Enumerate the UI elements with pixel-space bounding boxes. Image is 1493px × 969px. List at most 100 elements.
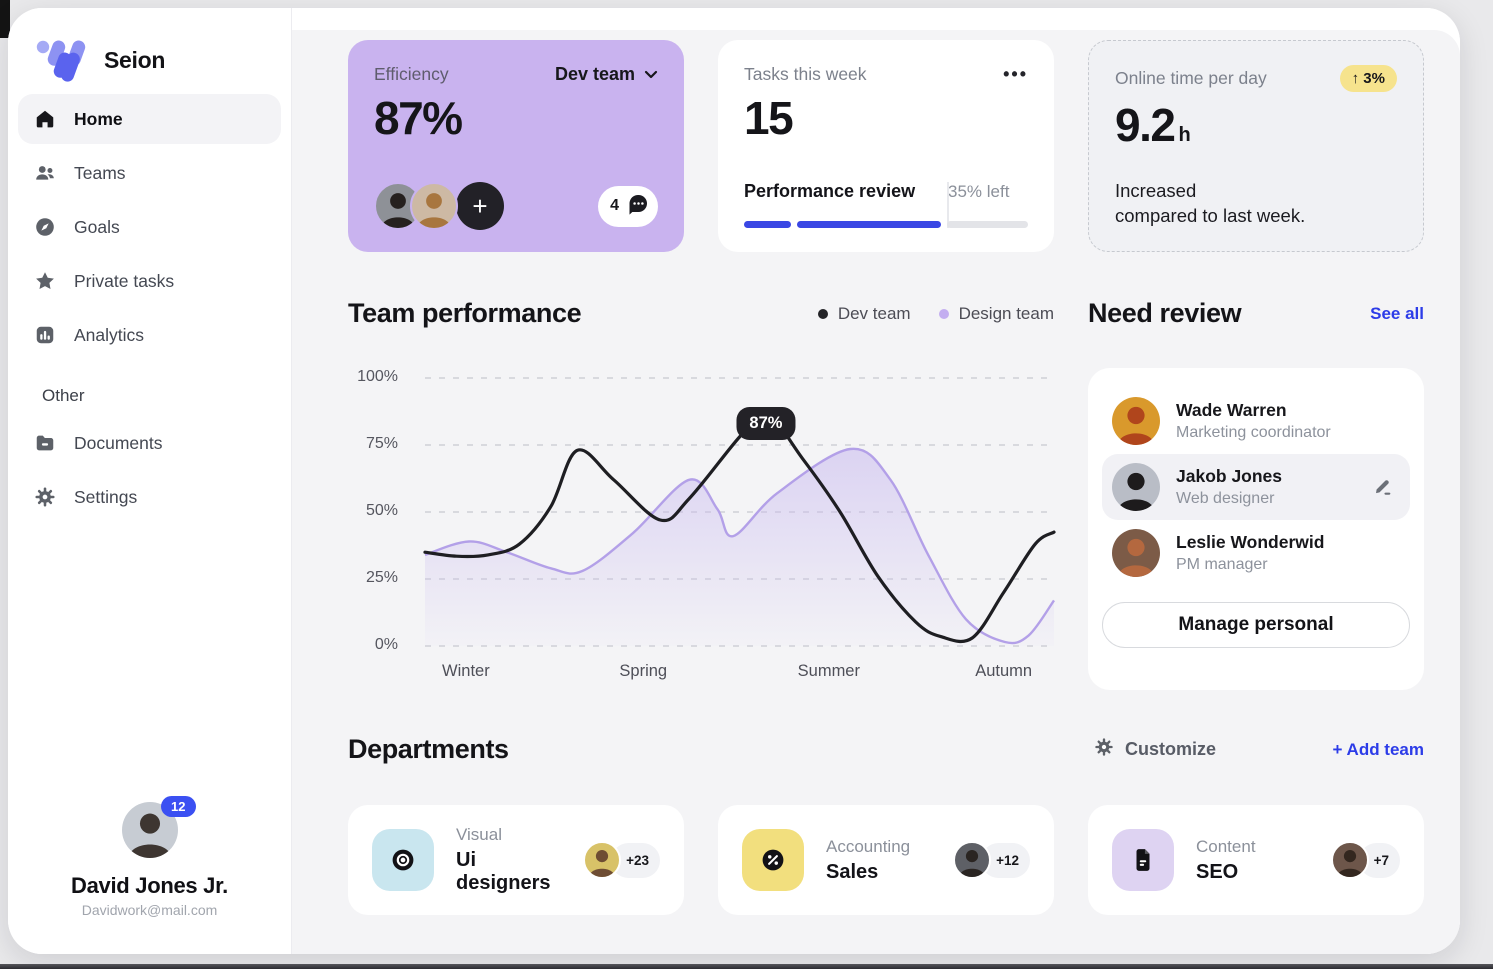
person-name: Jakob Jones — [1176, 466, 1283, 486]
progress-segment — [946, 221, 1028, 228]
chart-tooltip: 87% — [736, 406, 796, 440]
section-title: Need review — [1088, 298, 1242, 328]
review-row-wade-warren[interactable]: Wade Warren Marketing coordinator — [1102, 388, 1410, 454]
need-review-section: Need review See all Wade Warren Marketin… — [1088, 298, 1424, 690]
chevron-down-icon — [644, 70, 658, 79]
efficiency-label: Efficiency — [374, 64, 449, 84]
user-profile: 12 David Jones Jr. Davidwork@mail.com — [8, 796, 291, 918]
department-card-seo[interactable]: Content SEO +7 — [1088, 805, 1424, 915]
chart-icon — [34, 324, 56, 346]
seion-logo-icon — [36, 38, 92, 82]
see-all-link[interactable]: See all — [1370, 303, 1424, 323]
sidebar-item-goals[interactable]: Goals — [18, 202, 281, 252]
online-time-card: Online time per day ↑ 3% 9.2 h Increased … — [1088, 40, 1424, 252]
task-remaining: 35% left — [948, 182, 1010, 201]
sidebar-section-label: Other — [42, 386, 85, 405]
customize-button[interactable]: Customize — [1088, 736, 1222, 763]
sidebar-nav-other: Documents Settings — [8, 418, 291, 522]
review-list-card: Wade Warren Marketing coordinator Jakob … — [1088, 368, 1424, 690]
add-team-link[interactable]: + Add team — [1332, 739, 1424, 759]
legend-item-dev-team: Dev team — [817, 304, 911, 324]
team-selector-dropdown[interactable]: Dev team — [555, 64, 658, 85]
department-title: Ui designers — [456, 849, 551, 894]
user-name: David Jones Jr. — [71, 873, 228, 898]
gear-icon — [34, 486, 56, 508]
change-badge: ↑ 3% — [1339, 65, 1397, 92]
divider — [947, 182, 949, 228]
edit-button[interactable] — [1366, 475, 1400, 500]
online-label: Online time per day — [1115, 68, 1267, 88]
department-card-ui-designers[interactable]: Visual Ui designers +23 — [348, 805, 684, 915]
x-axis-labels: Winter Spring Summer Autumn — [442, 662, 1033, 680]
section-title: Departments — [348, 734, 509, 764]
review-row-leslie-wonderwid[interactable]: Leslie Wonderwid PM manager — [1102, 520, 1410, 586]
performance-chart: 87% Winter Spring Summer Autumn — [423, 377, 1056, 680]
notification-badge[interactable]: 12 — [161, 796, 196, 817]
add-member-button[interactable]: + — [456, 182, 504, 230]
legend-item-design-team: Design team — [938, 304, 1054, 324]
more-menu-button[interactable]: ••• — [1003, 64, 1028, 84]
person-avatar — [1112, 397, 1160, 445]
online-unit: h — [1178, 124, 1191, 146]
brand-name: Seion — [104, 46, 166, 73]
efficiency-value: 87% — [374, 92, 463, 144]
manage-personal-button[interactable]: Manage personal — [1102, 602, 1410, 648]
seal-icon — [742, 829, 804, 891]
member-avatar[interactable] — [410, 182, 458, 230]
department-title: SEO — [1196, 860, 1239, 883]
review-row-jakob-jones[interactable]: Jakob Jones Web designer — [1102, 454, 1410, 520]
sidebar-item-private-tasks[interactable]: Private tasks — [18, 256, 281, 306]
sidebar-item-home[interactable]: Home — [18, 94, 281, 144]
departments-section: Departments Customize + Add team Visual … — [348, 726, 1424, 926]
sidebar: Seion Home Teams Goals Private tasks Ana… — [8, 8, 292, 954]
sidebar-item-analytics[interactable]: Analytics — [18, 310, 281, 360]
app-window: Seion Home Teams Goals Private tasks Ana… — [8, 8, 1460, 954]
person-role: PM manager — [1176, 556, 1268, 573]
department-cards: Visual Ui designers +23 Accounting Sales… — [348, 805, 1424, 915]
chart-legend: Dev team Design team — [817, 304, 1054, 324]
team-performance-section: Team performance Dev team Design team 100… — [348, 298, 1056, 728]
tasks-card: Tasks this week ••• 15 Performance revie… — [718, 40, 1054, 252]
online-value: 9.2 h — [1115, 99, 1191, 151]
screen-edge — [0, 964, 1493, 969]
brand: Seion — [8, 8, 291, 82]
online-note: Increased compared to last week. — [1115, 180, 1306, 227]
department-subtitle: Accounting — [826, 836, 911, 856]
comments-button[interactable]: 4 — [598, 185, 658, 227]
comments-count: 4 — [610, 197, 619, 214]
sidebar-item-settings[interactable]: Settings — [18, 472, 281, 522]
sidebar-item-teams[interactable]: Teams — [18, 148, 281, 198]
star-icon — [34, 270, 56, 292]
department-subtitle: Content — [1196, 836, 1256, 856]
task-name: Performance review — [744, 181, 916, 201]
department-avatar — [583, 841, 622, 879]
sidebar-nav: Home Teams Goals Private tasks Analytics — [8, 94, 291, 360]
section-title: Team performance — [348, 298, 582, 328]
folder-icon — [34, 432, 56, 454]
person-role: Marketing coordinator — [1176, 424, 1331, 441]
doc-icon — [1112, 829, 1174, 891]
tasks-value: 15 — [744, 92, 794, 144]
screen-corner — [0, 0, 10, 38]
department-title: Sales — [826, 860, 879, 883]
efficiency-card: Efficiency Dev team 87% + — [348, 40, 684, 252]
task-progress-bar — [744, 221, 1028, 228]
tasks-label: Tasks this week — [744, 64, 867, 84]
department-subtitle: Visual — [456, 825, 502, 844]
person-name: Leslie Wonderwid — [1176, 532, 1325, 552]
gear-icon — [1094, 737, 1114, 762]
home-icon — [34, 108, 56, 130]
department-avatar — [953, 841, 992, 879]
chat-bubble-icon — [626, 192, 650, 221]
team-avatars: + — [374, 182, 504, 230]
sidebar-item-documents[interactable]: Documents — [18, 418, 281, 468]
user-email: Davidwork@mail.com — [81, 902, 218, 918]
eye-icon — [372, 829, 434, 891]
progress-segment — [797, 221, 941, 228]
pencil-icon — [1372, 479, 1394, 500]
person-avatar — [1112, 463, 1160, 511]
department-avatar — [1330, 841, 1369, 879]
main-area: Efficiency Dev team 87% + — [292, 8, 1460, 954]
person-name: Wade Warren — [1176, 400, 1287, 420]
department-card-sales[interactable]: Accounting Sales +12 — [718, 805, 1054, 915]
